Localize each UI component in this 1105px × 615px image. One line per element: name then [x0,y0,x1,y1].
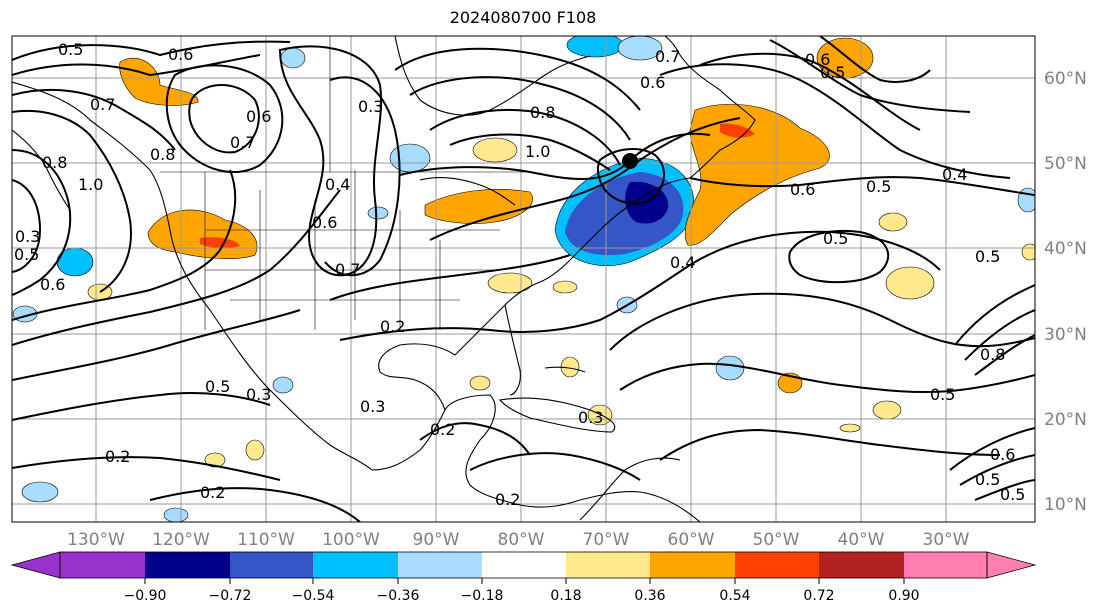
contour-label: 0.7 [655,47,680,66]
colorbar-tick-label: −0.54 [292,588,335,604]
contour-label: 0.6 [990,445,1015,464]
longitude-labels: 130°W 120°W 110°W 100°W 90°W 80°W 70°W 6… [67,530,970,550]
latitude-labels: 60°N 50°N 40°N 30°N 20°N 10°N [1044,69,1087,515]
colorbar-segment [60,552,145,578]
contour-label: 0.5 [14,245,39,264]
lon-label: 110°W [237,530,295,550]
lon-label: 60°W [668,530,715,550]
contour-label: 0.2 [200,483,225,502]
colorbar-tick-label: −0.36 [377,588,420,604]
colorbar-segment [398,552,482,578]
lat-label: 40°N [1044,239,1087,259]
map-frame [11,35,1036,523]
contour-label: 0.8 [530,103,555,122]
lat-label: 50°N [1044,154,1087,174]
state-borders [160,36,530,330]
colorbar-tick-label: −0.72 [209,588,252,604]
contour-label: 0.5 [1000,485,1025,504]
colorbar-extend-low [10,551,61,579]
lon-label: 30°W [923,530,970,550]
contour-lines [12,36,1035,522]
contour-label: 0.4 [325,175,350,194]
colorbar-segment [145,552,230,578]
contour-label: 0.3 [578,408,603,427]
contour-label: 0.4 [670,253,695,272]
colorbar: −0.90 −0.72 −0.54 −0.36 −0.18 0.18 0.36 … [10,551,1037,604]
storm-center-marker [622,153,638,169]
contour-label: 0.3 [15,227,40,246]
contour-label: 0.6 [790,180,815,199]
lon-label: 90°W [413,530,460,550]
contour-label: 0.5 [930,385,955,404]
contour-label: 0.5 [975,470,1000,489]
contour-label: 0.6 [805,50,830,69]
lon-label: 130°W [67,530,125,550]
positive-anomaly-blob [684,104,830,246]
contour-label: 0.2 [430,420,455,439]
anomaly-shading [12,36,1035,522]
colorbar-tick-label: 0.90 [888,588,919,604]
lat-label: 30°N [1044,325,1087,345]
colorbar-segment [650,552,735,578]
contour-labels: 0.5 0.6 0.7 0.6 0.7 0.8 0.8 1.0 0.5 0.6 … [14,40,1025,509]
contour-label: 0.6 [168,45,193,64]
contour-label: 0.4 [942,165,967,184]
lon-label: 80°W [498,530,545,550]
colorbar-tick-label: 0.18 [550,588,581,604]
colorbar-tick-label: −0.90 [124,588,167,604]
lon-label: 120°W [152,530,210,550]
lon-label: 40°W [838,530,885,550]
map-title: 2024080700 F108 [449,8,597,27]
colorbar-segment [313,552,398,578]
lat-label: 60°N [1044,69,1087,89]
contour-label: 0.5 [205,377,230,396]
colorbar-tick-label: 0.54 [719,588,750,604]
contour-label: 0.6 [312,213,337,232]
gridlines [12,36,1035,522]
contour-label: 0.6 [246,107,271,126]
contour-label: 0.5 [820,63,845,82]
contour-label: 0.5 [866,177,891,196]
contour-label: 0.6 [40,275,65,294]
contour-label: 0.8 [42,153,67,172]
contour-label: 0.3 [358,97,383,116]
lon-label: 70°W [583,530,630,550]
contour-label: 0.5 [975,247,1000,266]
contour-label: 0.7 [90,95,115,114]
contour-label: 1.0 [525,142,550,161]
colorbar-segment [230,552,313,578]
colorbar-segment [819,552,904,578]
lon-label: 100°W [322,530,380,550]
lon-label: 50°W [753,530,800,550]
contour-label: 0.2 [380,317,405,336]
colorbar-segment [566,552,650,578]
contour-label: 0.5 [58,40,83,59]
contour-label: 0.3 [246,385,271,404]
contour-label: 0.2 [105,447,130,466]
contour-label: 0.8 [980,345,1005,364]
colorbar-segment [904,552,987,578]
colorbar-tick-label: −0.18 [461,588,504,604]
colorbar-segment [482,552,566,578]
lat-label: 10°N [1044,495,1087,515]
contour-label: 1.0 [78,175,103,194]
contour-label: 0.7 [335,260,360,279]
contour-label: 0.6 [640,73,665,92]
contour-label: 0.8 [150,145,175,164]
lat-label: 20°N [1044,410,1087,430]
contour-label: 0.7 [230,133,255,152]
contour-label: 0.2 [495,490,520,509]
contour-label: 0.3 [360,397,385,416]
colorbar-tick-label: 0.72 [803,588,834,604]
colorbar-segment [735,552,819,578]
colorbar-tick-label: 0.36 [634,588,665,604]
colorbar-extend-high [986,551,1037,579]
contour-label: 0.5 [823,229,848,248]
